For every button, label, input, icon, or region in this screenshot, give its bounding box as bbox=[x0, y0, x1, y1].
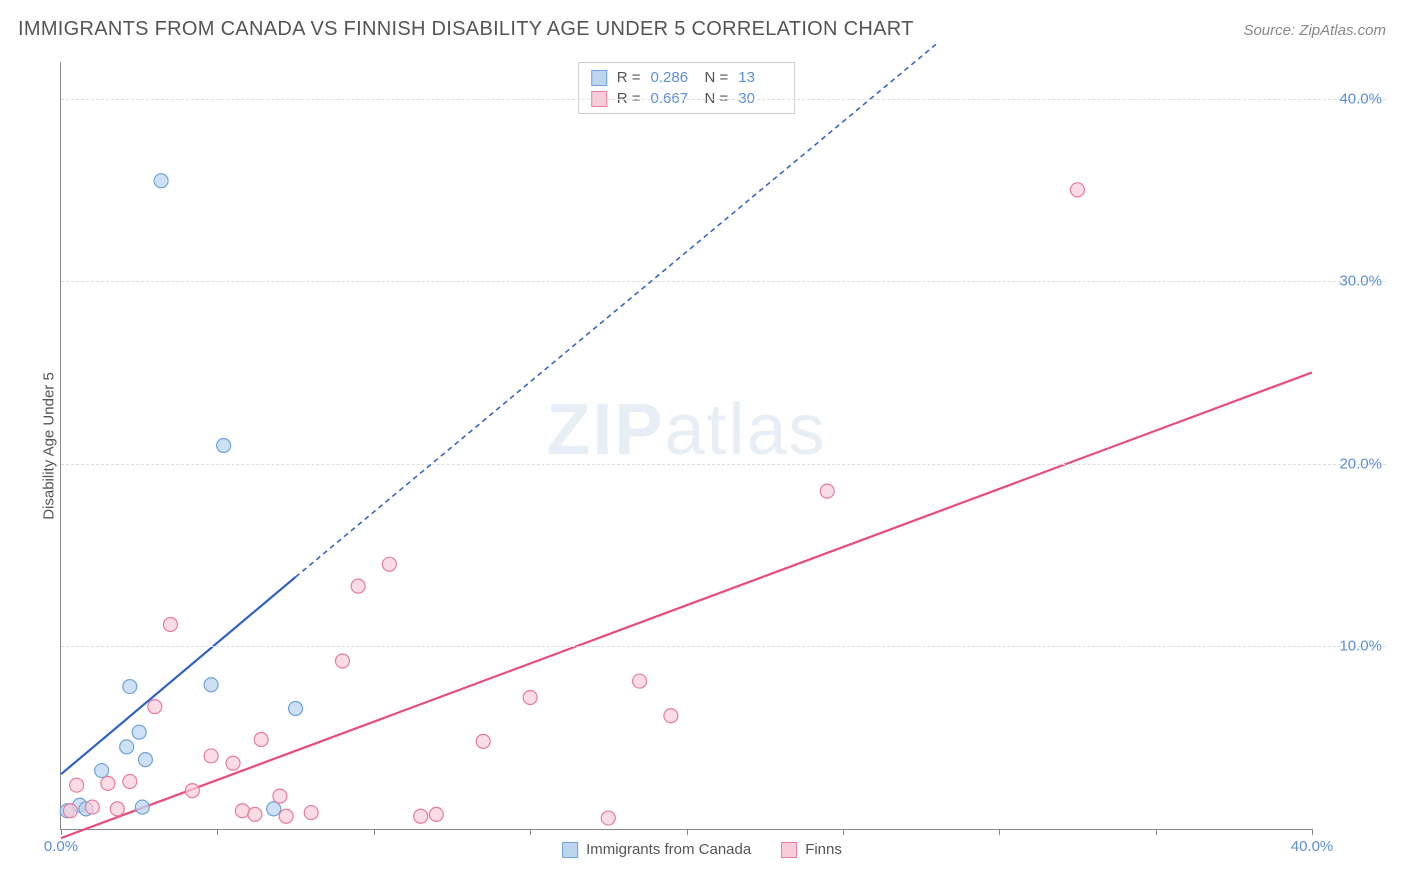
scatter-point bbox=[664, 709, 678, 723]
legend-swatch-pink bbox=[781, 842, 797, 858]
scatter-point bbox=[601, 811, 615, 825]
scatter-point bbox=[120, 740, 134, 754]
source-attribution: Source: ZipAtlas.com bbox=[1243, 22, 1386, 39]
legend-label-0: Immigrants from Canada bbox=[586, 841, 751, 858]
scatter-point bbox=[304, 806, 318, 820]
scatter-point bbox=[523, 691, 537, 705]
series-legend: Immigrants from Canada Finns bbox=[562, 841, 842, 858]
scatter-point bbox=[123, 680, 137, 694]
scatter-point bbox=[101, 776, 115, 790]
scatter-point bbox=[123, 775, 137, 789]
legend-item-canada: Immigrants from Canada bbox=[562, 841, 751, 858]
scatter-point bbox=[132, 725, 146, 739]
gridline-h bbox=[61, 464, 1386, 465]
scatter-point bbox=[476, 734, 490, 748]
x-tick bbox=[61, 829, 62, 835]
scatter-point bbox=[95, 764, 109, 778]
scatter-point bbox=[1070, 183, 1084, 197]
x-tick bbox=[687, 829, 688, 835]
legend-swatch-blue bbox=[562, 842, 578, 858]
x-tick bbox=[374, 829, 375, 835]
scatter-point bbox=[248, 807, 262, 821]
gridline-h bbox=[61, 281, 1386, 282]
chart-container: Disability Age Under 5 ZIPatlas R = 0.28… bbox=[18, 52, 1386, 860]
scatter-point bbox=[414, 809, 428, 823]
y-tick-label: 20.0% bbox=[1339, 455, 1382, 472]
scatter-point bbox=[279, 809, 293, 823]
y-tick-label: 10.0% bbox=[1339, 638, 1382, 655]
legend-item-finns: Finns bbox=[781, 841, 842, 858]
scatter-point bbox=[273, 789, 287, 803]
scatter-point bbox=[154, 174, 168, 188]
scatter-point bbox=[429, 807, 443, 821]
scatter-point bbox=[204, 749, 218, 763]
x-tick bbox=[217, 829, 218, 835]
scatter-point bbox=[204, 678, 218, 692]
scatter-point bbox=[217, 439, 231, 453]
scatter-point bbox=[163, 617, 177, 631]
y-axis-label: Disability Age Under 5 bbox=[41, 372, 58, 520]
plot-svg bbox=[61, 62, 1312, 829]
plot-area: Disability Age Under 5 ZIPatlas R = 0.28… bbox=[60, 62, 1312, 830]
gridline-h bbox=[61, 646, 1386, 647]
scatter-point bbox=[110, 802, 124, 816]
x-tick bbox=[843, 829, 844, 835]
chart-title: IMMIGRANTS FROM CANADA VS FINNISH DISABI… bbox=[18, 18, 914, 41]
scatter-point bbox=[254, 733, 268, 747]
scatter-point bbox=[633, 674, 647, 688]
scatter-point bbox=[351, 579, 365, 593]
gridline-h bbox=[61, 99, 1386, 100]
scatter-point bbox=[148, 700, 162, 714]
x-tick bbox=[530, 829, 531, 835]
scatter-point bbox=[70, 778, 84, 792]
scatter-point bbox=[226, 756, 240, 770]
scatter-point bbox=[382, 557, 396, 571]
legend-label-1: Finns bbox=[805, 841, 842, 858]
scatter-point bbox=[185, 784, 199, 798]
x-tick bbox=[1312, 829, 1313, 835]
scatter-point bbox=[820, 484, 834, 498]
scatter-point bbox=[63, 804, 77, 818]
scatter-point bbox=[235, 804, 249, 818]
header: IMMIGRANTS FROM CANADA VS FINNISH DISABI… bbox=[0, 0, 1406, 49]
y-tick-label: 40.0% bbox=[1339, 90, 1382, 107]
x-tick-label: 0.0% bbox=[44, 838, 78, 855]
scatter-point bbox=[138, 753, 152, 767]
x-tick bbox=[999, 829, 1000, 835]
x-tick-label: 40.0% bbox=[1291, 838, 1334, 855]
scatter-point bbox=[85, 800, 99, 814]
regression-line bbox=[61, 372, 1312, 838]
scatter-point bbox=[135, 800, 149, 814]
scatter-point bbox=[289, 701, 303, 715]
y-tick-label: 30.0% bbox=[1339, 273, 1382, 290]
regression-line-extrapolated bbox=[296, 44, 937, 577]
x-tick bbox=[1156, 829, 1157, 835]
scatter-point bbox=[267, 802, 281, 816]
scatter-point bbox=[335, 654, 349, 668]
